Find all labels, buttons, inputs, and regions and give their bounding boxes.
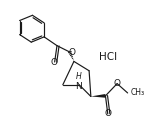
Polygon shape xyxy=(91,94,106,98)
Text: HCl: HCl xyxy=(99,52,117,62)
Text: O: O xyxy=(51,58,58,66)
Text: N: N xyxy=(75,82,82,91)
Text: O: O xyxy=(114,79,121,88)
Text: O: O xyxy=(69,48,76,57)
Text: H: H xyxy=(75,72,81,81)
Text: CH₃: CH₃ xyxy=(131,88,145,97)
Text: O: O xyxy=(104,109,111,118)
